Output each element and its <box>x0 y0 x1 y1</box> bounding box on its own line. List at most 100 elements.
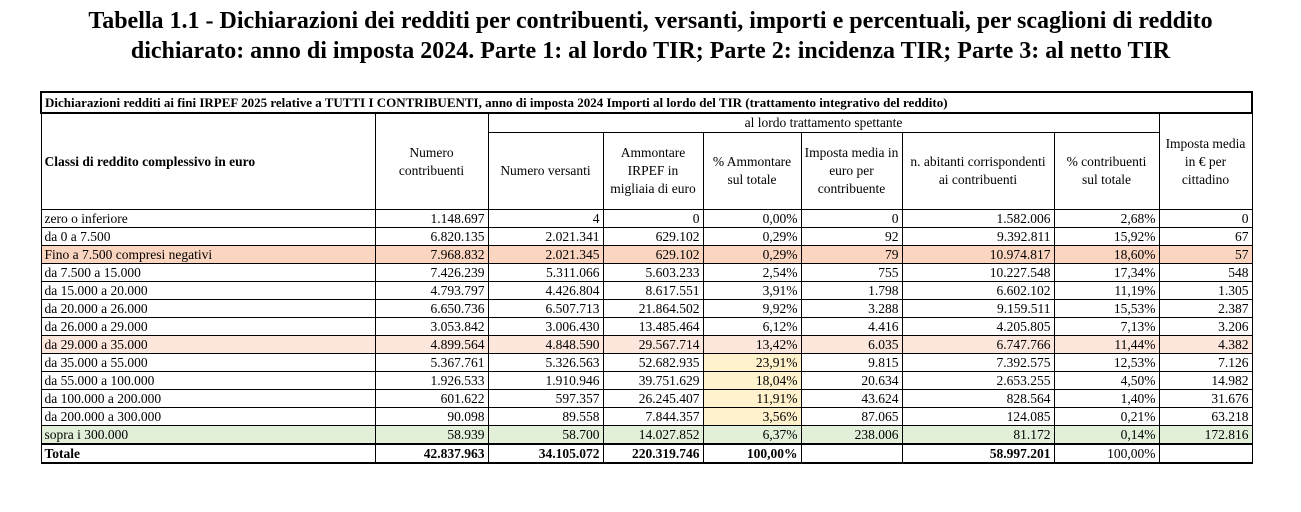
cell-pct-taxpayers: 0,21% <box>1053 407 1160 426</box>
cell-pct-taxpayers: 12,53% <box>1053 353 1160 372</box>
cell-irpef-amount: 0 <box>602 209 704 228</box>
cell-pct-taxpayers: 18,60% <box>1053 245 1160 264</box>
cell-avg-tax-per-citizen: 172.816 <box>1158 425 1253 445</box>
total-pct-amount: 100,00% <box>702 443 802 464</box>
cell-num-inhabitants: 81.172 <box>901 425 1055 445</box>
cell-num-taxpayers: 90.098 <box>374 407 489 426</box>
cell-pct-amount: 3,56% <box>702 407 802 426</box>
cell-num-payers: 4.848.590 <box>487 335 604 354</box>
table-row: zero o inferiore 1.148.697 4 0 0,00% 0 1.582.0… <box>40 209 1253 228</box>
cell-num-taxpayers: 6.820.135 <box>374 227 489 246</box>
cell-income-class: da 15.000 a 20.000 <box>40 281 376 300</box>
table-row: da 20.000 a 26.000 6.650.736 6.507.713 21.8… <box>40 299 1253 318</box>
cell-income-class: zero o inferiore <box>40 209 376 228</box>
cell-pct-amount: 0,29% <box>702 227 802 246</box>
cell-avg-tax-per-taxpayer: 1.798 <box>800 281 903 300</box>
cell-avg-tax-per-citizen: 7.126 <box>1158 353 1253 372</box>
cell-avg-tax-per-citizen: 67 <box>1158 227 1253 246</box>
cell-num-payers: 4.426.804 <box>487 281 604 300</box>
cell-avg-tax-per-citizen: 2.387 <box>1158 299 1253 318</box>
cell-pct-amount: 0,29% <box>702 245 802 264</box>
cell-avg-tax-per-taxpayer: 20.634 <box>800 371 903 390</box>
cell-avg-tax-per-taxpayer: 9.815 <box>800 353 903 372</box>
cell-num-payers: 4 <box>487 209 604 228</box>
total-pct-taxpayers: 100,00% <box>1053 443 1160 464</box>
table-row: da 200.000 a 300.000 90.098 89.558 7.844.35… <box>40 407 1253 426</box>
cell-num-inhabitants: 10.227.548 <box>901 263 1055 282</box>
total-num-taxpayers: 42.837.963 <box>374 443 489 464</box>
header-pct-taxpayers: % contribuenti sul totale <box>1053 132 1160 210</box>
header-income-class: Classi di reddito complessivo in euro <box>40 112 376 210</box>
cell-avg-tax-per-citizen: 548 <box>1158 263 1253 282</box>
cell-num-inhabitants: 6.747.766 <box>901 335 1055 354</box>
cell-num-payers: 5.311.066 <box>487 263 604 282</box>
cell-num-payers: 2.021.341 <box>487 227 604 246</box>
cell-num-payers: 89.558 <box>487 407 604 426</box>
cell-pct-taxpayers: 7,13% <box>1053 317 1160 336</box>
cell-num-taxpayers: 4.899.564 <box>374 335 489 354</box>
page-title: Tabella 1.1 - Dichiarazioni dei redditi … <box>0 6 1301 66</box>
cell-num-taxpayers: 1.926.533 <box>374 371 489 390</box>
cell-pct-taxpayers: 11,19% <box>1053 281 1160 300</box>
cell-avg-tax-per-taxpayer: 755 <box>800 263 903 282</box>
cell-pct-taxpayers: 2,68% <box>1053 209 1160 228</box>
header-avg-tax-per-taxpayer: Imposta media in euro per contribuente <box>800 132 903 210</box>
cell-irpef-amount: 21.864.502 <box>602 299 704 318</box>
cell-income-class: da 7.500 a 15.000 <box>40 263 376 282</box>
cell-income-class: da 55.000 a 100.000 <box>40 371 376 390</box>
cell-avg-tax-per-taxpayer: 6.035 <box>800 335 903 354</box>
cell-avg-tax-per-taxpayer: 3.288 <box>800 299 903 318</box>
table-row: Fino a 7.500 compresi negativi 7.968.832 2… <box>40 245 1253 264</box>
cell-pct-amount: 2,54% <box>702 263 802 282</box>
cell-income-class: da 20.000 a 26.000 <box>40 299 376 318</box>
cell-num-payers: 2.021.345 <box>487 245 604 264</box>
cell-num-taxpayers: 58.939 <box>374 425 489 445</box>
cell-avg-tax-per-taxpayer: 4.416 <box>800 317 903 336</box>
cell-avg-tax-per-taxpayer: 92 <box>800 227 903 246</box>
table-row: sopra i 300.000 58.939 58.700 14.027.852 6,3… <box>40 425 1253 445</box>
cell-income-class: da 0 a 7.500 <box>40 227 376 246</box>
cell-num-inhabitants: 2.653.255 <box>901 371 1055 390</box>
cell-irpef-amount: 629.102 <box>602 227 704 246</box>
title-line-1: Tabella 1.1 - Dichiarazioni dei redditi … <box>88 8 1213 34</box>
cell-num-inhabitants: 9.392.811 <box>901 227 1055 246</box>
table-row-total: Totale 42.837.963 34.105.072 220.319.746 100… <box>40 443 1253 464</box>
cell-avg-tax-per-citizen: 4.382 <box>1158 335 1253 354</box>
cell-avg-tax-per-citizen: 0 <box>1158 209 1253 228</box>
cell-num-inhabitants: 124.085 <box>901 407 1055 426</box>
header-irpef-amount: Ammontare IRPEF in migliaia di euro <box>602 132 704 210</box>
cell-pct-amount: 9,92% <box>702 299 802 318</box>
cell-pct-amount: 23,91% <box>702 353 802 372</box>
cell-pct-taxpayers: 15,92% <box>1053 227 1160 246</box>
cell-avg-tax-per-citizen: 57 <box>1158 245 1253 264</box>
cell-pct-amount: 13,42% <box>702 335 802 354</box>
cell-irpef-amount: 39.751.629 <box>602 371 704 390</box>
cell-num-taxpayers: 7.968.832 <box>374 245 489 264</box>
table-row: da 29.000 a 35.000 4.899.564 4.848.590 29.5… <box>40 335 1253 354</box>
cell-num-taxpayers: 5.367.761 <box>374 353 489 372</box>
cell-num-taxpayers: 7.426.239 <box>374 263 489 282</box>
cell-avg-tax-per-taxpayer: 0 <box>800 209 903 228</box>
cell-irpef-amount: 14.027.852 <box>602 425 704 445</box>
cell-avg-tax-per-taxpayer: 43.624 <box>800 389 903 408</box>
cell-pct-taxpayers: 17,34% <box>1053 263 1160 282</box>
cell-avg-tax-per-citizen: 14.982 <box>1158 371 1253 390</box>
cell-num-payers: 6.507.713 <box>487 299 604 318</box>
cell-num-inhabitants: 1.582.006 <box>901 209 1055 228</box>
table-row: da 100.000 a 200.000 601.622 597.357 26.245… <box>40 389 1253 408</box>
cell-pct-taxpayers: 1,40% <box>1053 389 1160 408</box>
cell-income-class: da 35.000 a 55.000 <box>40 353 376 372</box>
cell-num-payers: 597.357 <box>487 389 604 408</box>
cell-pct-amount: 3,91% <box>702 281 802 300</box>
total-num-payers: 34.105.072 <box>487 443 604 464</box>
total-irpef-amount: 220.319.746 <box>602 443 704 464</box>
cell-num-taxpayers: 3.053.842 <box>374 317 489 336</box>
cell-pct-amount: 11,91% <box>702 389 802 408</box>
cell-num-inhabitants: 7.392.575 <box>901 353 1055 372</box>
cell-pct-amount: 0,00% <box>702 209 802 228</box>
cell-avg-tax-per-citizen: 3.206 <box>1158 317 1253 336</box>
total-avg-tax-per-citizen <box>1158 443 1253 464</box>
header-avg-tax-per-citizen: Imposta media in € per cittadino <box>1158 112 1253 210</box>
income-declarations-table: Dichiarazioni redditi ai fini IRPEF 2025… <box>40 91 1253 464</box>
header-num-inhabitants: n. abitanti corrispondenti ai contribuen… <box>901 132 1055 210</box>
